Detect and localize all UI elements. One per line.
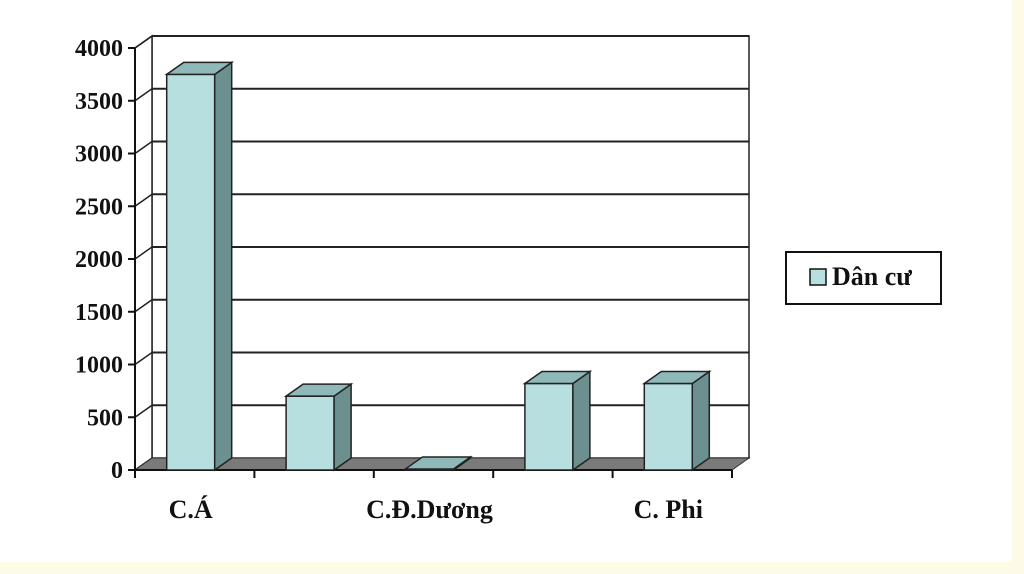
bars (164, 60, 712, 472)
bar-top (522, 370, 593, 385)
chart-frame: 4000 3500 3000 2500 2000 1500 1000 500 0 C.Á C.Đ.D… (0, 0, 1012, 562)
x-tick-label: C.Á (169, 495, 213, 524)
gridline-side (134, 246, 153, 260)
y-tick-label: 500 (87, 405, 123, 431)
bar-top (283, 383, 354, 397)
bar-front (165, 73, 216, 471)
bar-side (691, 370, 711, 472)
x-tick-label: C. Phi (634, 495, 703, 524)
bar-side (213, 60, 233, 472)
gridline-side (134, 351, 153, 366)
bar (641, 370, 712, 472)
gridline-side (134, 140, 153, 155)
bar-front (285, 395, 335, 471)
bar (283, 382, 354, 472)
y-tick-label: 0 (111, 458, 123, 484)
bar (522, 370, 593, 472)
bar-top (164, 61, 235, 76)
bar-top (641, 370, 712, 385)
bar-side (333, 382, 352, 472)
gridline-side (134, 299, 153, 313)
bar-chart: 4000 3500 3000 2500 2000 1500 1000 500 0 C.Á C.Đ.D… (75, 34, 942, 524)
y-tick-label: 4000 (75, 36, 123, 62)
y-tick-label: 1000 (75, 353, 123, 379)
legend: Dân cư (785, 251, 942, 305)
y-tick-label: 2500 (75, 194, 123, 220)
y-tick-label: 1500 (75, 300, 123, 326)
bar (164, 60, 235, 472)
bar-top (403, 456, 473, 470)
gridline-side (134, 88, 153, 102)
bar-front (524, 382, 574, 471)
y-tick-label: 3000 (75, 142, 123, 168)
legend-label: Dân cư (832, 262, 912, 291)
gridline-side (134, 193, 153, 207)
bar-side (572, 370, 591, 472)
gridline-side (134, 404, 153, 418)
x-tick-label: C.Đ.Dương (366, 495, 493, 524)
gridline-side (134, 35, 153, 49)
y-tick-label: 2000 (75, 247, 123, 273)
bar-front (643, 382, 694, 471)
legend-swatch (809, 268, 827, 286)
bar (403, 455, 473, 472)
y-tick-label: 3500 (75, 89, 123, 115)
